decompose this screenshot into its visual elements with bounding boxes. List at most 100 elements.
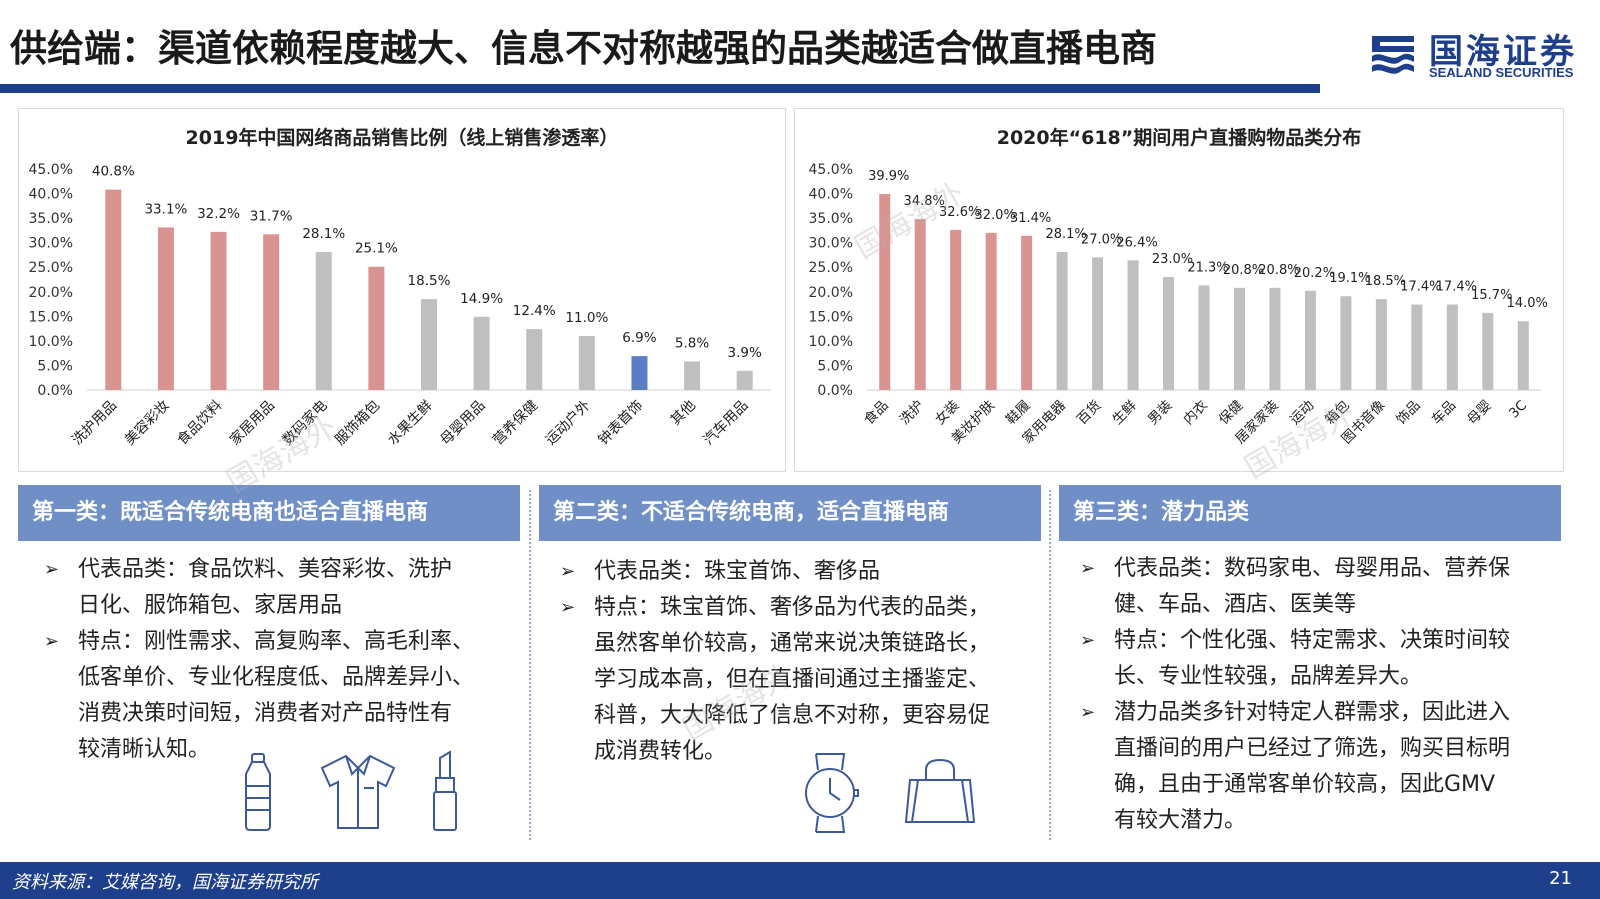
arrow-bullet-icon: ➢: [44, 559, 60, 580]
data-label: 28.1%: [302, 226, 345, 242]
data-label: 21.3%: [1187, 260, 1228, 275]
bar: [157, 227, 174, 390]
category-label: 食品: [860, 397, 891, 428]
bar: [315, 251, 332, 390]
bullet-line: 长、专业性较强，品牌差异大。: [1114, 664, 1423, 689]
bar: [1163, 277, 1175, 390]
bullet-line: 健、车品、酒店、医美等: [1114, 592, 1357, 617]
data-label: 20.2%: [1294, 266, 1335, 281]
y-tick-label: 25.0%: [809, 260, 853, 276]
data-label: 27.0%: [1081, 232, 1122, 247]
bar: [914, 219, 926, 390]
bullet-line: 特点：珠宝首饰、奢侈品为代表的品类，: [594, 595, 991, 620]
bullet-line: 虽然客单价较高，通常来说决策链路长，: [594, 631, 991, 656]
footer-bar: 资料来源：艾媒咨询，国海证券研究所 21: [0, 862, 1600, 899]
chart-title: 2020年“618”期间用户直播购物品类分布: [996, 127, 1362, 149]
bar: [578, 335, 595, 390]
category-label: 生鲜: [1109, 398, 1139, 428]
y-tick-label: 15.0%: [29, 309, 73, 325]
data-label: 32.6%: [939, 205, 980, 220]
bar: [263, 234, 280, 390]
page-number: 21: [1549, 868, 1572, 889]
bar: [950, 229, 962, 390]
panel-bullets-type-1: ➢ 代表品类：食品饮料、美容彩妆、洗护 日化、服饰箱包、家居用品 ➢ 特点：刚性需求、高…: [44, 552, 514, 768]
y-tick-label: 35.0%: [29, 211, 73, 227]
data-label: 18.5%: [1365, 274, 1406, 289]
category-label: 运动户外: [542, 397, 594, 449]
chart-panel-2020: 2020年“618”期间用户直播购物品类分布 45.0% 40.0% 35.0% 30…: [794, 108, 1564, 472]
bar: [1198, 285, 1210, 390]
y-tick-label: 5.0%: [37, 358, 73, 374]
bar: [421, 299, 437, 390]
y-tick-label: 10.0%: [29, 334, 73, 350]
data-label: 15.7%: [1471, 288, 1512, 303]
category-label: 内衣: [1180, 397, 1211, 428]
data-label: 17.4%: [1400, 280, 1441, 295]
category-label: 汽车用品: [700, 397, 752, 449]
data-label: 33.1%: [144, 201, 187, 217]
y-tick-label: 45.0%: [809, 162, 853, 178]
bar: [526, 329, 543, 390]
category-label: 母婴用品: [438, 398, 489, 449]
chart-title: 2019年中国网络商品销售比例（线上销售渗透率）: [185, 127, 619, 149]
bullet-item: ➢ 代表品类：食品饮料、美容彩妆、洗护 日化、服饰箱包、家居用品: [44, 552, 514, 624]
data-label: 11.0%: [565, 310, 608, 326]
data-label: 39.9%: [868, 169, 909, 184]
bullet-line: 特点：刚性需求、高复购率、高毛利率、: [78, 629, 475, 654]
bar-chart-2019: 45.0% 40.0% 35.0% 30.0% 25.0% 20.0% 15.0% 10.0%…: [29, 162, 771, 449]
bar: [1127, 260, 1139, 390]
data-label: 31.7%: [250, 208, 293, 224]
panel-divider: [529, 490, 531, 840]
category-label: 保健: [1216, 398, 1246, 428]
data-label: 32.2%: [197, 206, 240, 222]
data-label: 23.0%: [1152, 252, 1193, 267]
bullet-item: ➢ 潜力品类多针对特定人群需求，因此进入 直播间的用户已经过了筛选，购买目标明 确，且…: [1080, 695, 1550, 839]
panel-bullets-type-2: ➢ 代表品类：珠宝首饰、奢侈品 ➢ 特点：珠宝首饰、奢侈品为代表的品类， 虽然客单价较高…: [560, 554, 1030, 770]
arrow-bullet-icon: ➢: [1080, 630, 1096, 651]
bullet-item: ➢ 特点：刚性需求、高复购率、高毛利率、 低客单价、专业化程度低、品牌差异小、 消费决…: [44, 624, 514, 768]
bullet-line: 科普，大大降低了信息不对称，更容易促: [594, 703, 991, 728]
data-label: 14.0%: [1507, 296, 1548, 311]
data-label: 5.8%: [675, 336, 709, 352]
category-label: 3C: [1506, 398, 1530, 422]
data-label: 6.9%: [622, 330, 656, 346]
bullet-line: 低客单价、专业化程度低、品牌差异小、: [78, 665, 475, 690]
y-tick-label: 15.0%: [809, 309, 853, 325]
handbag-icon: [904, 758, 976, 823]
bullet-item: ➢ 特点：个性化强、特定需求、决策时间较 长、专业性较强，品牌差异大。: [1080, 623, 1550, 695]
bar: [1021, 235, 1033, 390]
bullet-line: 直播间的用户已经过了筛选，购买目标明: [1114, 736, 1511, 761]
category-label: 水果生鲜: [385, 398, 436, 449]
title-underline: [0, 84, 1320, 93]
category-label: 女装: [931, 397, 962, 428]
category-label: 百货: [1073, 397, 1104, 428]
y-tick-label: 45.0%: [29, 162, 73, 178]
y-tick-label: 40.0%: [809, 187, 853, 203]
y-tick-label: 25.0%: [29, 260, 73, 276]
y-tick-label: 20.0%: [29, 285, 73, 301]
bullet-line: 代表品类：数码家电、母婴用品、营养保: [1114, 556, 1511, 581]
category-label: 美容彩妆: [121, 397, 173, 449]
bullet-line: 有较大潜力。: [1114, 808, 1247, 833]
bullet-line: 代表品类：珠宝首饰、奢侈品: [594, 559, 881, 584]
data-label: 26.4%: [1116, 235, 1157, 250]
chart-panel-2019: 2019年中国网络商品销售比例（线上销售渗透率） 45.0% 40.0% 35.0%…: [18, 108, 786, 472]
panel-heading-type-2: 第二类：不适合传统电商，适合直播电商: [539, 485, 1041, 541]
bar: [684, 361, 701, 390]
category-label: 洗护: [897, 398, 927, 428]
category-label: 其他: [668, 398, 699, 429]
data-label: 34.8%: [904, 194, 945, 209]
lipstick-icon: [433, 750, 457, 831]
panel-bullets-type-3: ➢ 代表品类：数码家电、母婴用品、营养保 健、车品、酒店、医美等 ➢ 特点：个性化强、特…: [1080, 551, 1550, 839]
bullet-line: 代表品类：食品饮料、美容彩妆、洗护: [78, 557, 453, 582]
arrow-bullet-icon: ➢: [560, 597, 576, 618]
data-label: 18.5%: [408, 273, 451, 289]
category-label: 饰品: [1393, 398, 1423, 428]
panel-heading-type-1: 第一类：既适合传统电商也适合直播电商: [18, 485, 520, 541]
bar: [1304, 290, 1316, 390]
bar: [1340, 296, 1352, 390]
y-tick-label: 20.0%: [809, 285, 853, 301]
data-label: 32.0%: [975, 208, 1016, 223]
panel-divider: [1049, 490, 1051, 840]
category-label: 钟表首饰: [595, 397, 647, 449]
